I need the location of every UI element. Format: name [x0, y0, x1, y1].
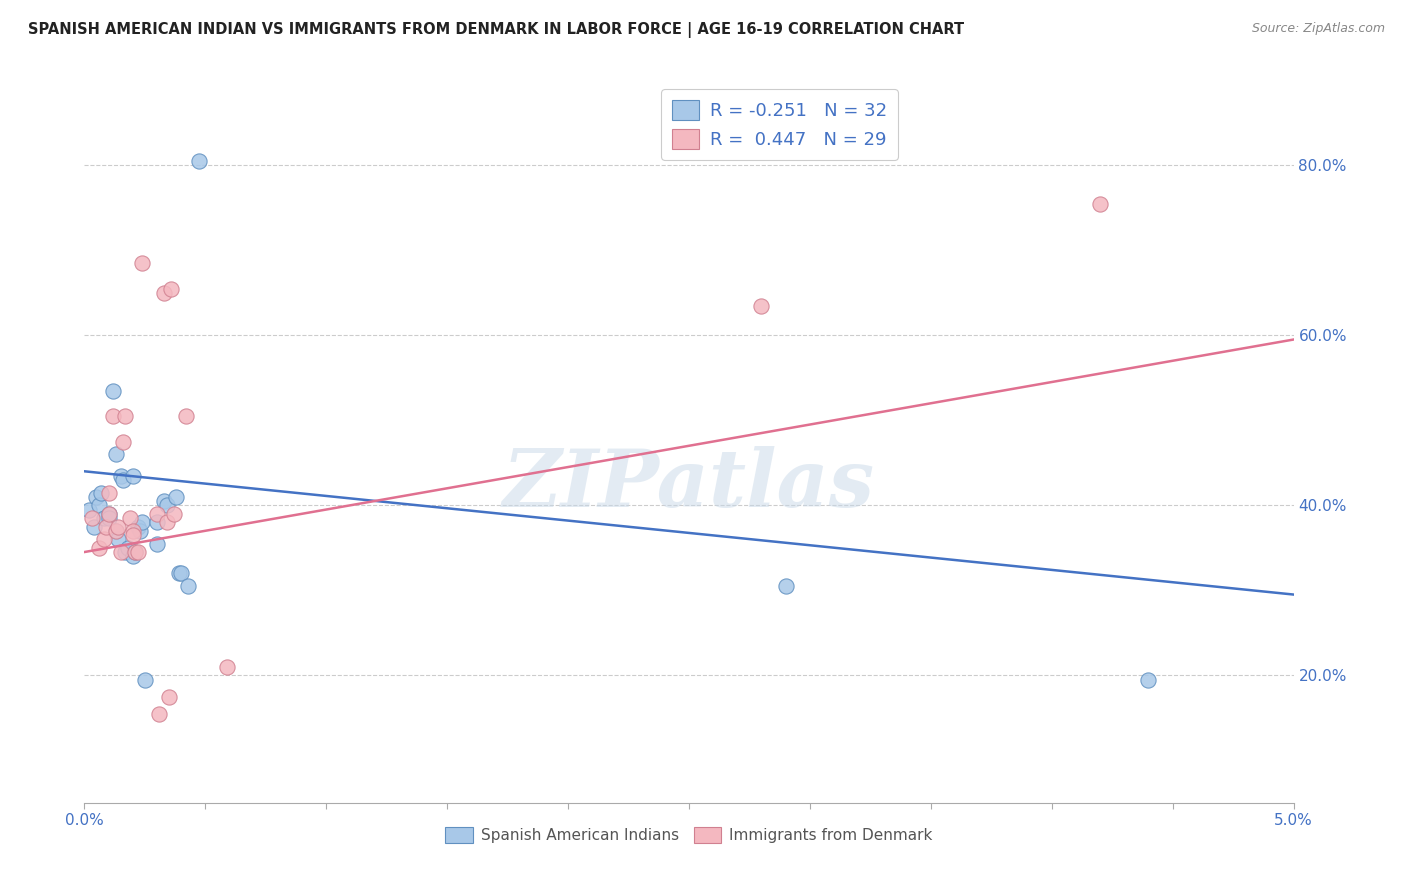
Point	[153, 494, 176, 508]
Point	[97, 507, 120, 521]
Text: ZIPatlas: ZIPatlas	[503, 446, 875, 524]
Point	[775, 579, 797, 593]
Point	[131, 256, 153, 270]
Point	[121, 468, 143, 483]
Point	[93, 533, 115, 547]
Point	[112, 434, 135, 449]
Point	[157, 690, 180, 704]
Point	[153, 285, 176, 300]
Point	[148, 706, 170, 721]
Point	[104, 447, 127, 461]
Point	[124, 545, 146, 559]
Point	[86, 490, 108, 504]
Point	[174, 409, 197, 423]
Point	[110, 545, 132, 559]
Point	[163, 507, 186, 521]
Point	[104, 524, 127, 538]
Point	[121, 524, 143, 538]
Point	[103, 384, 125, 398]
Point	[1088, 196, 1111, 211]
Point	[1137, 673, 1160, 687]
Point	[127, 545, 149, 559]
Point	[97, 485, 120, 500]
Point	[146, 507, 169, 521]
Point	[114, 545, 136, 559]
Point	[114, 409, 136, 423]
Point	[94, 519, 117, 533]
Point	[165, 490, 187, 504]
Point	[97, 511, 120, 525]
Point	[146, 536, 169, 550]
Point	[170, 566, 193, 581]
Point	[87, 498, 110, 512]
Point	[77, 502, 100, 516]
Point	[124, 545, 146, 559]
Point	[110, 468, 132, 483]
Point	[134, 673, 156, 687]
Point	[131, 516, 153, 530]
Point	[160, 281, 183, 295]
Point	[87, 541, 110, 555]
Point	[112, 473, 135, 487]
Point	[751, 299, 773, 313]
Point	[80, 511, 103, 525]
Point	[104, 524, 127, 538]
Point	[97, 507, 120, 521]
Point	[188, 154, 211, 169]
Point	[90, 485, 112, 500]
Point	[107, 533, 129, 547]
Point	[83, 519, 105, 533]
Point	[121, 528, 143, 542]
Point	[129, 524, 152, 538]
Point	[93, 511, 115, 525]
Point	[121, 549, 143, 564]
Point	[177, 579, 200, 593]
Point	[120, 511, 142, 525]
Y-axis label: In Labor Force | Age 16-19: In Labor Force | Age 16-19	[0, 340, 8, 543]
Point	[215, 660, 238, 674]
Point	[103, 409, 125, 423]
Text: SPANISH AMERICAN INDIAN VS IMMIGRANTS FROM DENMARK IN LABOR FORCE | AGE 16-19 CO: SPANISH AMERICAN INDIAN VS IMMIGRANTS FR…	[28, 22, 965, 38]
Point	[117, 541, 139, 555]
Point	[167, 566, 190, 581]
Point	[107, 519, 129, 533]
Legend: Spanish American Indians, Immigrants from Denmark: Spanish American Indians, Immigrants fro…	[439, 822, 939, 849]
Text: Source: ZipAtlas.com: Source: ZipAtlas.com	[1251, 22, 1385, 36]
Point	[155, 516, 177, 530]
Point	[127, 519, 149, 533]
Point	[155, 498, 177, 512]
Point	[146, 516, 169, 530]
